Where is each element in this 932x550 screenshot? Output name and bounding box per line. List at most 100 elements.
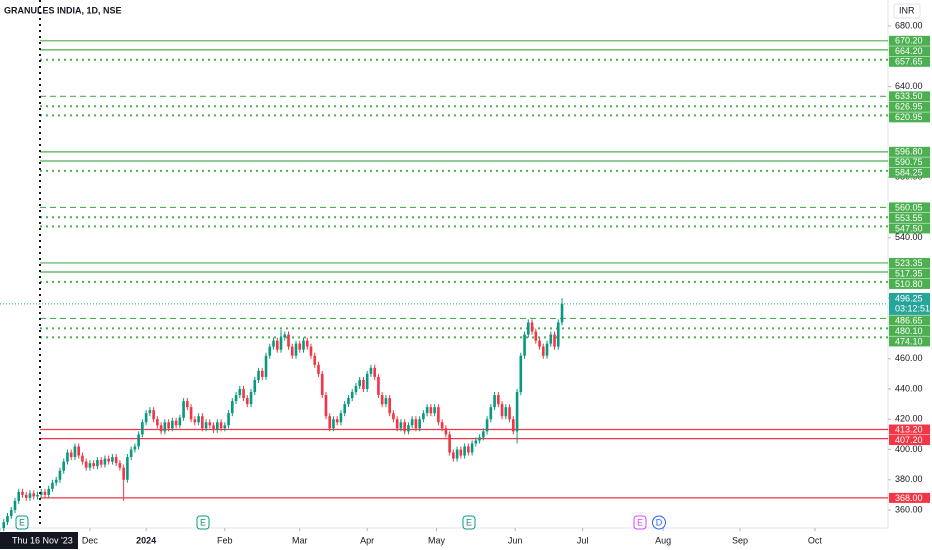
crosshair-date: Thu 16 Nov '23 bbox=[12, 535, 73, 545]
candle-body bbox=[253, 379, 257, 393]
candle-body bbox=[444, 428, 448, 435]
candle-body bbox=[485, 419, 489, 432]
candle-body bbox=[174, 420, 178, 426]
candle-body bbox=[13, 500, 17, 510]
x-tick-label: Aug bbox=[655, 535, 671, 545]
candle-body bbox=[28, 493, 32, 498]
level-tag bbox=[889, 212, 930, 223]
candle-body bbox=[216, 422, 219, 430]
candle-body bbox=[152, 410, 155, 420]
level-tag bbox=[889, 91, 930, 102]
event-label[interactable]: E bbox=[637, 517, 643, 527]
candle-body bbox=[556, 322, 560, 347]
event-label[interactable]: D bbox=[656, 517, 663, 527]
candle-body bbox=[362, 379, 365, 389]
candle-body bbox=[103, 458, 107, 465]
event-label[interactable]: E bbox=[466, 517, 472, 527]
candle-body bbox=[84, 461, 88, 468]
candle-body bbox=[358, 379, 362, 386]
candle-body bbox=[523, 334, 526, 356]
candle-body bbox=[455, 449, 459, 459]
event-marker[interactable] bbox=[462, 515, 476, 530]
countdown-label: 03:12:51 bbox=[895, 303, 930, 313]
candle-body bbox=[508, 407, 511, 420]
candle-body bbox=[309, 346, 313, 356]
level-tag bbox=[889, 257, 930, 268]
candle-body bbox=[2, 522, 6, 529]
candle-body bbox=[77, 446, 80, 456]
candle-body bbox=[553, 334, 556, 347]
candle-body bbox=[302, 340, 305, 350]
candle-body bbox=[212, 425, 215, 430]
level-tag bbox=[889, 268, 930, 279]
candle-body bbox=[320, 373, 324, 396]
candle-body bbox=[62, 461, 66, 471]
candle-body bbox=[519, 355, 523, 393]
candle-body bbox=[335, 419, 339, 423]
level-tag bbox=[889, 325, 930, 336]
event-marker[interactable] bbox=[652, 515, 666, 530]
level-label: 560.05 bbox=[895, 202, 923, 212]
candle-body bbox=[410, 419, 414, 426]
level-tag bbox=[889, 424, 930, 435]
candle-body bbox=[201, 416, 204, 429]
event-marker[interactable] bbox=[196, 515, 210, 530]
chart-title: GRANULES INDIA, 1D, NSE bbox=[4, 5, 122, 15]
currency-box[interactable] bbox=[893, 3, 921, 19]
level-label: 368.00 bbox=[895, 493, 923, 503]
candle-body bbox=[384, 398, 388, 405]
candle-body bbox=[560, 303, 564, 323]
x-tick-label: Mar bbox=[292, 535, 308, 545]
candle-body bbox=[512, 419, 515, 432]
candle-body bbox=[107, 458, 110, 462]
y-tick-label: 400.00 bbox=[895, 444, 923, 454]
x-tick-label: May bbox=[428, 535, 446, 545]
candle-body bbox=[283, 334, 287, 338]
candle-body bbox=[422, 413, 425, 420]
candle-body bbox=[279, 337, 283, 350]
candle-body bbox=[515, 392, 519, 432]
candle-body bbox=[133, 446, 137, 450]
x-tick-label: Sep bbox=[732, 535, 748, 545]
level-tag bbox=[889, 46, 930, 57]
candle-body bbox=[36, 494, 39, 497]
event-marker[interactable] bbox=[633, 515, 647, 530]
candle-body bbox=[118, 463, 122, 468]
candle-body bbox=[440, 422, 444, 429]
candle-body bbox=[141, 422, 144, 435]
candle-body bbox=[264, 355, 268, 377]
candle-body bbox=[99, 460, 103, 465]
candle-body bbox=[51, 482, 54, 489]
candle-body bbox=[9, 510, 13, 517]
level-label: 517.35 bbox=[895, 268, 923, 278]
level-tag bbox=[889, 35, 930, 46]
candle-body bbox=[482, 431, 485, 438]
event-label[interactable]: E bbox=[200, 517, 206, 527]
candle-body bbox=[399, 422, 403, 429]
candle-body bbox=[437, 407, 440, 423]
level-tag bbox=[889, 336, 930, 347]
candle-body bbox=[58, 470, 62, 480]
event-marker[interactable] bbox=[15, 515, 29, 530]
candle-body bbox=[395, 419, 399, 429]
candle-body bbox=[88, 463, 92, 468]
candle-body bbox=[66, 452, 69, 462]
candle-body bbox=[32, 493, 36, 497]
level-label: 620.95 bbox=[895, 112, 923, 122]
x-tick-label: Jul bbox=[577, 535, 589, 545]
candle-body bbox=[343, 404, 347, 414]
x-tick-label: Oct bbox=[808, 535, 823, 545]
candle-body bbox=[137, 434, 140, 447]
level-label: 407.20 bbox=[895, 435, 923, 445]
level-tag bbox=[889, 101, 930, 112]
candle-body bbox=[208, 422, 212, 426]
currency[interactable]: INR bbox=[899, 5, 915, 15]
candle-body bbox=[504, 407, 508, 417]
candle-body bbox=[114, 457, 118, 464]
candle-body bbox=[324, 395, 328, 417]
level-label: 657.65 bbox=[895, 57, 923, 67]
candle-body bbox=[43, 491, 47, 495]
event-label[interactable]: E bbox=[19, 517, 25, 527]
level-label: 633.50 bbox=[895, 91, 923, 101]
